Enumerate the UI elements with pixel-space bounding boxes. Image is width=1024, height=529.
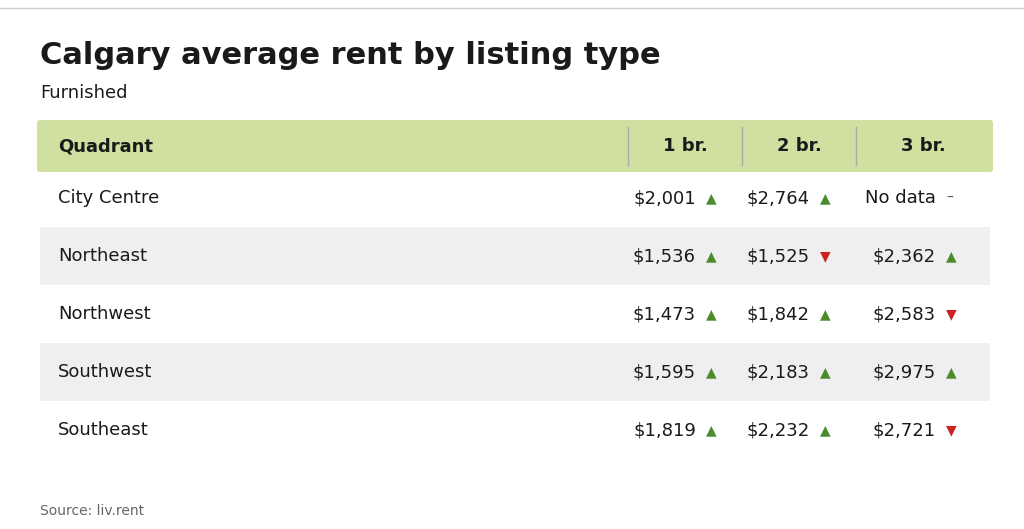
Text: $2,583: $2,583 [872,305,936,323]
Text: Quadrant: Quadrant [58,137,153,155]
Text: $1,536: $1,536 [633,247,696,265]
Text: ▼: ▼ [946,423,956,437]
Text: 1 br.: 1 br. [663,137,708,155]
Text: ▲: ▲ [706,191,717,205]
Text: $2,721: $2,721 [872,421,936,439]
FancyBboxPatch shape [40,343,990,401]
Text: Furnished: Furnished [40,84,128,102]
Text: ▲: ▲ [706,423,717,437]
Text: $1,473: $1,473 [633,305,696,323]
Text: ▲: ▲ [820,191,830,205]
Text: ▲: ▲ [706,249,717,263]
Text: ▲: ▲ [946,365,956,379]
Text: 2 br.: 2 br. [776,137,821,155]
FancyBboxPatch shape [40,227,990,285]
Text: $2,232: $2,232 [746,421,810,439]
Text: ▲: ▲ [820,307,830,321]
Text: ▲: ▲ [946,249,956,263]
Text: Source: liv.rent: Source: liv.rent [40,504,144,518]
Text: ▲: ▲ [820,365,830,379]
Text: Northwest: Northwest [58,305,151,323]
Text: ▼: ▼ [820,249,830,263]
Text: ▲: ▲ [706,307,717,321]
Text: Southwest: Southwest [58,363,153,381]
Text: Southeast: Southeast [58,421,148,439]
Text: $2,001: $2,001 [634,189,696,207]
Text: $2,975: $2,975 [872,363,936,381]
Text: $1,525: $1,525 [746,247,810,265]
Text: $1,842: $1,842 [746,305,810,323]
Text: ▲: ▲ [706,365,717,379]
Text: $1,819: $1,819 [633,421,696,439]
FancyBboxPatch shape [37,120,993,172]
Text: ▲: ▲ [820,423,830,437]
Text: City Centre: City Centre [58,189,160,207]
Text: $2,362: $2,362 [872,247,936,265]
Text: 3 br.: 3 br. [901,137,945,155]
Text: Calgary average rent by listing type: Calgary average rent by listing type [40,41,660,69]
Text: No data: No data [865,189,936,207]
Text: Northeast: Northeast [58,247,147,265]
Text: –: – [946,191,953,205]
Text: $2,183: $2,183 [746,363,810,381]
Text: ▼: ▼ [946,307,956,321]
Text: $1,595: $1,595 [633,363,696,381]
Text: $2,764: $2,764 [746,189,810,207]
